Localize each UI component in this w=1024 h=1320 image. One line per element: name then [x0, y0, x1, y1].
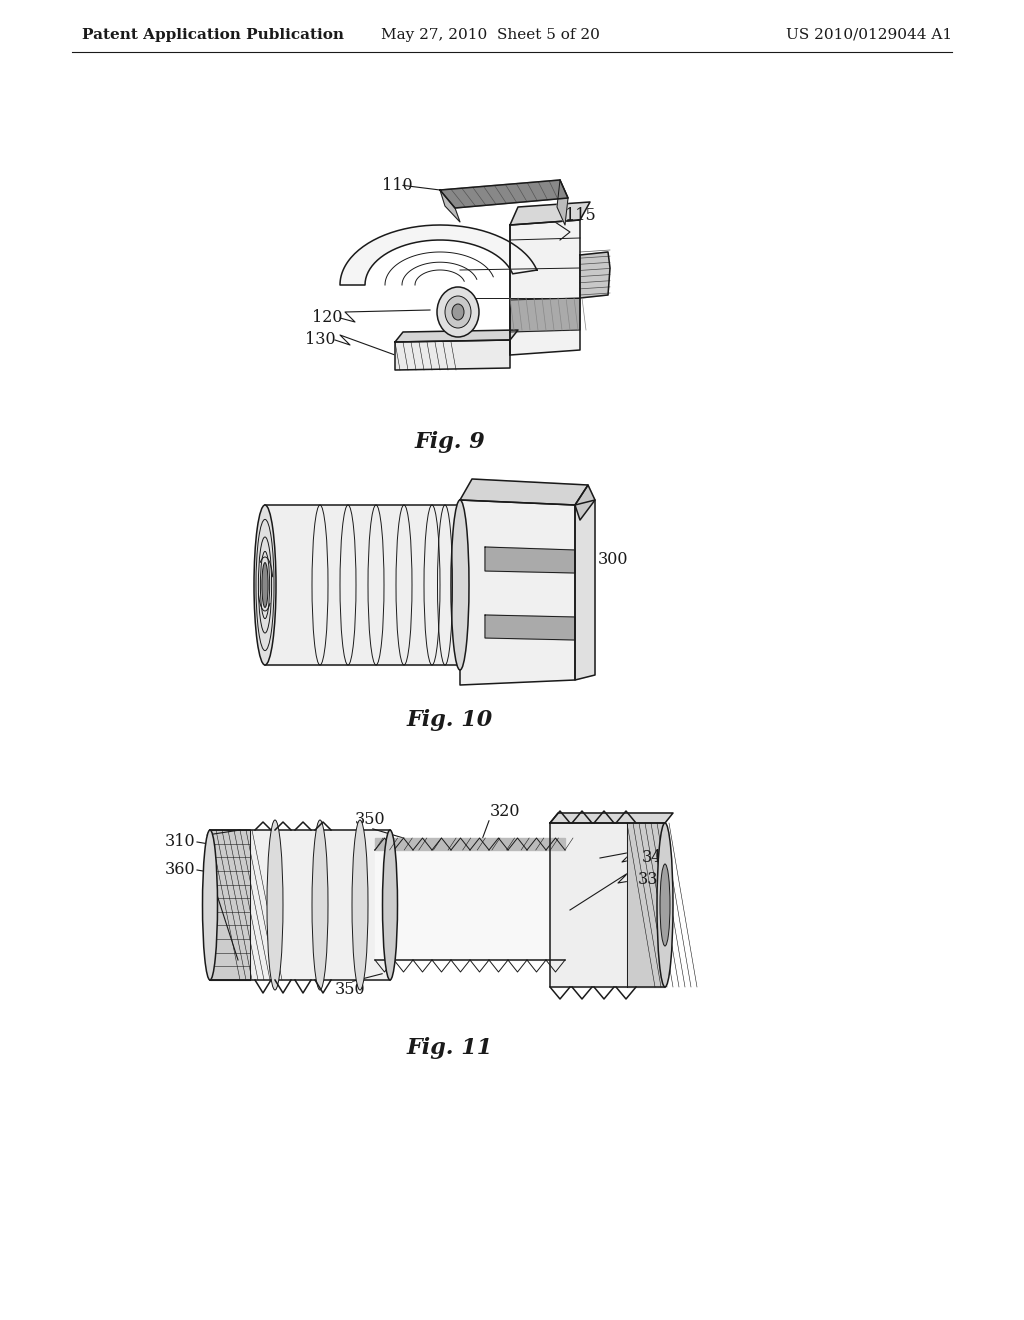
Ellipse shape	[657, 822, 673, 987]
Text: US 2010/0129044 A1: US 2010/0129044 A1	[785, 28, 952, 42]
Polygon shape	[575, 484, 595, 520]
Text: 340: 340	[642, 850, 673, 866]
Text: 115: 115	[565, 206, 596, 223]
Ellipse shape	[352, 820, 368, 990]
Text: Patent Application Publication: Patent Application Publication	[82, 28, 344, 42]
Text: Fig. 11: Fig. 11	[407, 1038, 494, 1059]
Polygon shape	[375, 838, 565, 850]
Text: 110: 110	[382, 177, 413, 194]
Ellipse shape	[660, 865, 670, 946]
Text: 350: 350	[335, 982, 366, 998]
Text: 360: 360	[165, 862, 195, 879]
Ellipse shape	[445, 296, 471, 327]
Ellipse shape	[262, 562, 268, 607]
Polygon shape	[550, 822, 665, 987]
Text: 300: 300	[598, 552, 629, 569]
Polygon shape	[395, 341, 510, 370]
Polygon shape	[510, 298, 580, 333]
Ellipse shape	[254, 506, 276, 665]
Polygon shape	[627, 822, 665, 987]
Polygon shape	[440, 180, 568, 209]
Polygon shape	[460, 500, 575, 685]
Text: 130: 130	[305, 331, 336, 348]
Polygon shape	[510, 202, 590, 224]
Polygon shape	[575, 500, 595, 680]
Polygon shape	[440, 190, 460, 222]
Ellipse shape	[267, 820, 283, 990]
Polygon shape	[265, 506, 460, 665]
Ellipse shape	[203, 830, 217, 979]
Text: 330: 330	[638, 871, 669, 888]
Polygon shape	[557, 180, 568, 224]
Polygon shape	[485, 546, 575, 573]
Text: 350: 350	[354, 812, 385, 829]
Polygon shape	[510, 220, 580, 355]
Ellipse shape	[451, 500, 469, 671]
Polygon shape	[550, 813, 673, 822]
Text: 120: 120	[312, 309, 342, 326]
Polygon shape	[485, 615, 575, 640]
Text: 320: 320	[490, 804, 520, 821]
Ellipse shape	[383, 830, 397, 979]
Text: 310: 310	[165, 833, 195, 850]
Polygon shape	[340, 224, 537, 285]
Polygon shape	[580, 252, 610, 298]
Ellipse shape	[452, 304, 464, 319]
Text: Fig. 9: Fig. 9	[415, 432, 485, 453]
Polygon shape	[395, 330, 518, 342]
Polygon shape	[375, 850, 565, 960]
Text: May 27, 2010  Sheet 5 of 20: May 27, 2010 Sheet 5 of 20	[381, 28, 599, 42]
Polygon shape	[210, 830, 250, 979]
Polygon shape	[460, 479, 588, 506]
Ellipse shape	[437, 286, 479, 337]
Ellipse shape	[312, 820, 328, 990]
Text: Fig. 10: Fig. 10	[407, 709, 494, 731]
Polygon shape	[210, 830, 390, 979]
